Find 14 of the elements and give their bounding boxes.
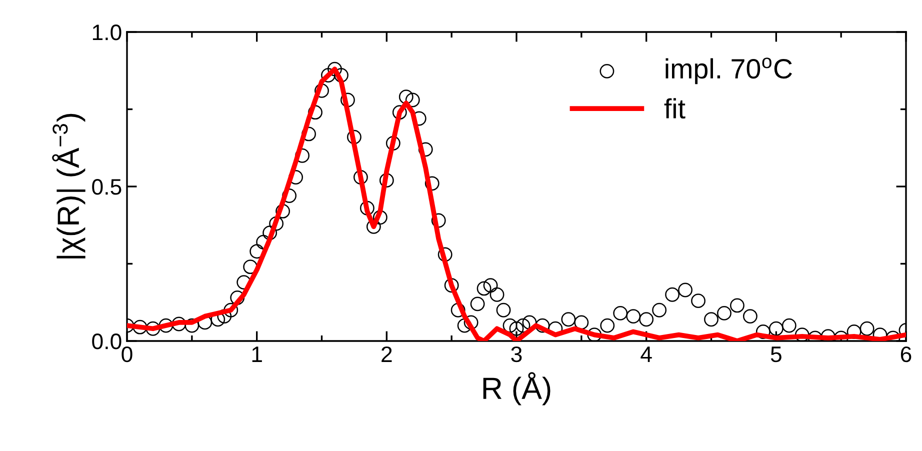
y-tick-label: 0.0: [92, 334, 122, 350]
x-tick-label: 6: [900, 346, 912, 362]
x-tick-label: 5: [770, 346, 782, 362]
x-tick-label: 4: [640, 346, 652, 362]
legend-label: fit: [664, 98, 686, 119]
y-tick-label: 1.0: [92, 24, 122, 40]
x-tick-label: 2: [382, 346, 392, 362]
y-tick-label: 0.5: [92, 179, 122, 195]
x-tick-label: 1: [252, 346, 262, 362]
x-tick-label: 3: [511, 346, 522, 362]
legend-label: impl. 70$^{o}$C: [666, 58, 792, 84]
x-tick-label: 0: [122, 346, 132, 362]
y-axis-title: |χ(R)| (Å$^{−3}$): [52, 114, 86, 258]
x-axis-title: R (Å): [483, 372, 550, 406]
